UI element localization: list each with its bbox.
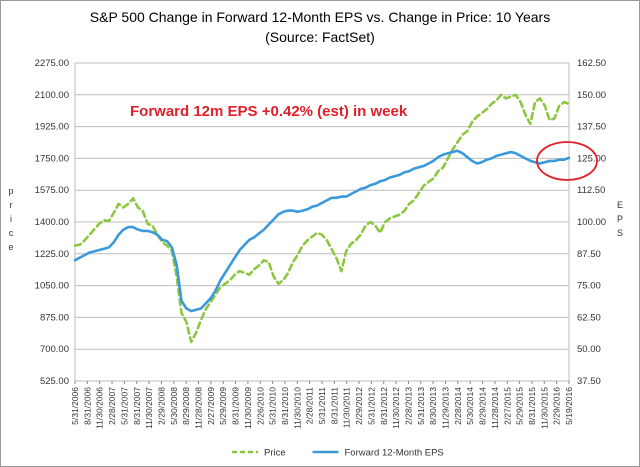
y2-axis-label-letter: S (617, 228, 623, 238)
legend-label: Price (264, 448, 286, 459)
y2-tick-label: 62.50 (577, 312, 601, 323)
eps-series-line (73, 149, 571, 313)
y2-tick-label: 150.00 (577, 90, 606, 101)
y2-tick-label: 112.50 (577, 185, 605, 196)
left-axis-ticks: 525.00 700.00 875.00 1050.00 1225.00 1400.00 1… (35, 58, 69, 387)
y-tick-label: 1225.00 (35, 249, 69, 260)
legend-label: Forward 12-Month EPS (345, 448, 444, 459)
x-tick-label: 8/29/2014 (478, 387, 488, 425)
x-tick-label: 5/29/2009 (218, 387, 228, 425)
x-tick-label: 5/31/2013 (416, 387, 426, 425)
y-tick-label: 1750.00 (35, 153, 69, 164)
x-tick-label: 11/30/2009 (243, 387, 253, 429)
x-tick-label: 5/30/2014 (465, 387, 475, 425)
y-tick-label: 1925.00 (35, 122, 69, 133)
y2-tick-label: 75.00 (577, 281, 601, 292)
y-tick-label: 700.00 (40, 344, 69, 355)
x-tick-label: 5/31/2006 (70, 387, 80, 425)
x-tick-label: 2/28/2014 (453, 387, 463, 425)
x-tick-label: 8/29/2008 (181, 387, 191, 425)
x-tick-label: 2/28/2013 (403, 387, 413, 425)
y-tick-label: 1050.00 (35, 281, 69, 292)
y-tick-label: 1400.00 (35, 217, 69, 228)
x-tick-label: 11/30/2010 (292, 387, 302, 429)
right-axis-label: EPS (617, 200, 623, 238)
x-tick-label: 11/28/2008 (194, 387, 204, 429)
y-axis-label-letter: c (9, 228, 14, 238)
series-lines (73, 93, 571, 344)
x-tick-label: 5/30/2008 (169, 387, 179, 425)
y-axis-label-letter: p (8, 186, 13, 196)
y2-axis-label-letter: E (617, 200, 623, 210)
x-tick-label: 5/31/2011 (317, 387, 327, 424)
x-tick-label: 2/29/2016 (552, 387, 562, 425)
x-tick-label: 2/27/2009 (206, 387, 216, 425)
x-tick-label: 5/29/2015 (515, 387, 525, 425)
y2-tick-label: 37.50 (577, 376, 601, 387)
x-tick-label: 11/28/2014 (490, 387, 500, 429)
x-tick-label: 11/30/2011 (342, 387, 352, 429)
x-tick-label: 8/31/2007 (132, 387, 142, 425)
x-tick-label: 8/31/2015 (527, 387, 537, 425)
x-tick-label: 11/30/2015 (539, 387, 549, 429)
x-tick-label: 8/31/2011 (329, 387, 339, 424)
x-tick-label: 5/31/2007 (119, 387, 129, 425)
x-tick-label: 11/30/2012 (391, 387, 401, 429)
x-tick-label: 8/31/2012 (379, 387, 389, 425)
x-axis-ticks: 5/31/2006 8/31/2006 11/30/2006 2/28/2007 5/3… (70, 381, 574, 429)
y-tick-label: 1575.00 (35, 185, 69, 196)
y-tick-label: 2100.00 (35, 90, 69, 101)
y2-tick-label: 162.50 (577, 58, 606, 69)
x-tick-label: 2/29/2012 (354, 387, 364, 425)
x-tick-label: 8/31/2006 (82, 387, 92, 425)
x-tick-label: 8/31/2010 (280, 387, 290, 425)
x-tick-label: 8/30/2013 (428, 387, 438, 425)
x-tick-label: 5/19/2016 (564, 387, 574, 425)
x-tick-label: 8/31/2009 (231, 387, 241, 425)
y2-tick-label: 87.50 (577, 249, 601, 260)
y-tick-label: 2275.00 (35, 58, 69, 69)
chart-title: S&P 500 Change in Forward 12-Month EPS v… (90, 9, 550, 25)
legend: Price Forward 12-Month EPS (232, 448, 444, 459)
x-tick-label: 2/27/2015 (502, 387, 512, 425)
x-tick-label: 2/28/2011 (305, 387, 315, 424)
x-tick-label: 11/30/2006 (95, 387, 105, 429)
x-tick-label: 2/29/2008 (156, 387, 166, 425)
annotation-circle (536, 141, 598, 181)
x-tick-label: 5/31/2010 (268, 387, 278, 425)
right-axis-ticks: 37.50 50.00 62.50 75.00 87.50 100.00 112.50 125… (577, 58, 606, 387)
x-tick-label: 11/30/2007 (144, 387, 154, 429)
annotation-text: Forward 12m EPS +0.42% (est) in week (130, 103, 408, 120)
y2-tick-label: 137.50 (577, 122, 606, 133)
y2-tick-label: 125.00 (577, 153, 606, 164)
x-tick-label: 2/26/2010 (255, 387, 265, 425)
y-tick-label: 525.00 (40, 376, 69, 387)
y-axis-label-letter: e (8, 242, 13, 252)
chart-subtitle: (Source: FactSet) (265, 29, 375, 45)
y2-axis-label-letter: P (617, 214, 623, 224)
y-tick-label: 875.00 (40, 312, 69, 323)
y-axis-label-letter: r (10, 200, 13, 210)
y2-tick-label: 100.00 (577, 217, 606, 228)
x-tick-label: 11/29/2013 (441, 387, 451, 429)
x-tick-label: 2/28/2007 (107, 387, 117, 425)
x-tick-label: 5/31/2012 (366, 387, 376, 425)
y2-tick-label: 50.00 (577, 344, 601, 355)
y-axis-label-letter: i (10, 214, 12, 224)
